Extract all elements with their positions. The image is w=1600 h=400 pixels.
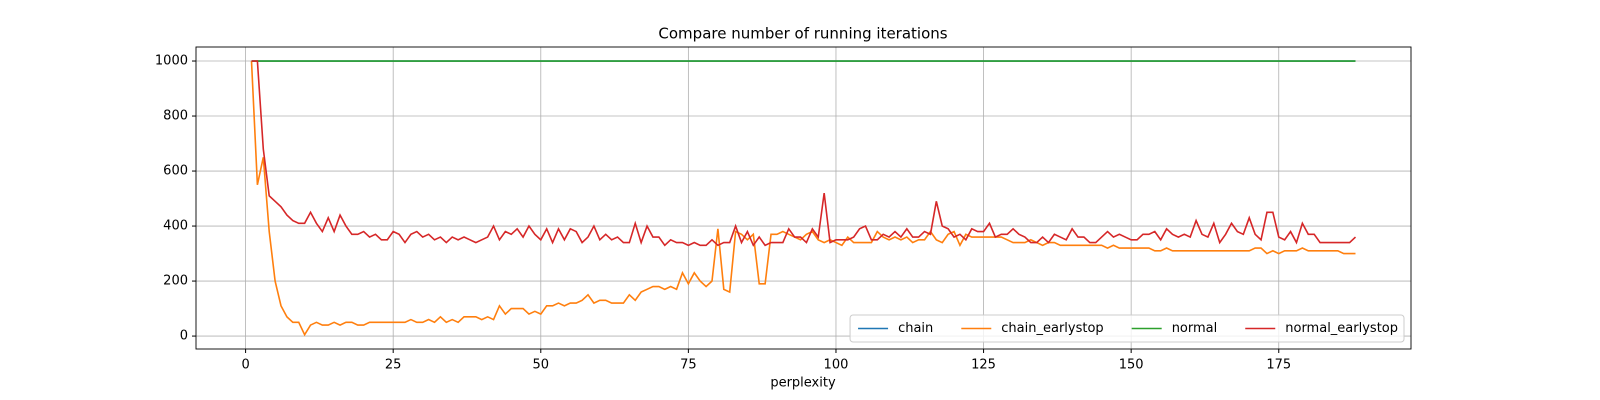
x-tick-label: 150: [1119, 358, 1144, 373]
plot-frame: [195, 46, 1412, 350]
legend-label: chain: [898, 321, 933, 336]
x-axis-label: perplexity: [770, 376, 836, 391]
x-tick-label: 175: [1266, 358, 1291, 373]
x-tick-label: 75: [680, 358, 697, 373]
chart-title: Compare number of running iterations: [658, 25, 947, 43]
legend-label: normal: [1172, 321, 1218, 336]
y-tick-label: 400: [163, 219, 188, 234]
x-tick-label: 100: [824, 358, 849, 373]
data-line: [251, 60, 1357, 247]
x-tick-label: 25: [385, 358, 402, 373]
y-tick-label: 0: [180, 329, 188, 344]
x-tick-label: 125: [971, 358, 996, 373]
legend-box: [849, 314, 1405, 343]
x-tick-label: 50: [533, 358, 550, 373]
y-tick-label: 800: [163, 109, 188, 124]
legend-label: normal_earlystop: [1285, 321, 1398, 336]
y-tick-label: 600: [163, 164, 188, 179]
y-tick-label: 1000: [155, 54, 188, 69]
legend: chain chain_earlystop normal normal_earlyst…: [849, 314, 1405, 343]
data-line: [250, 60, 1356, 337]
x-tick-label: 0: [241, 358, 249, 373]
y-tick-label: 200: [163, 274, 188, 289]
legend-label: chain_earlystop: [1001, 321, 1103, 336]
